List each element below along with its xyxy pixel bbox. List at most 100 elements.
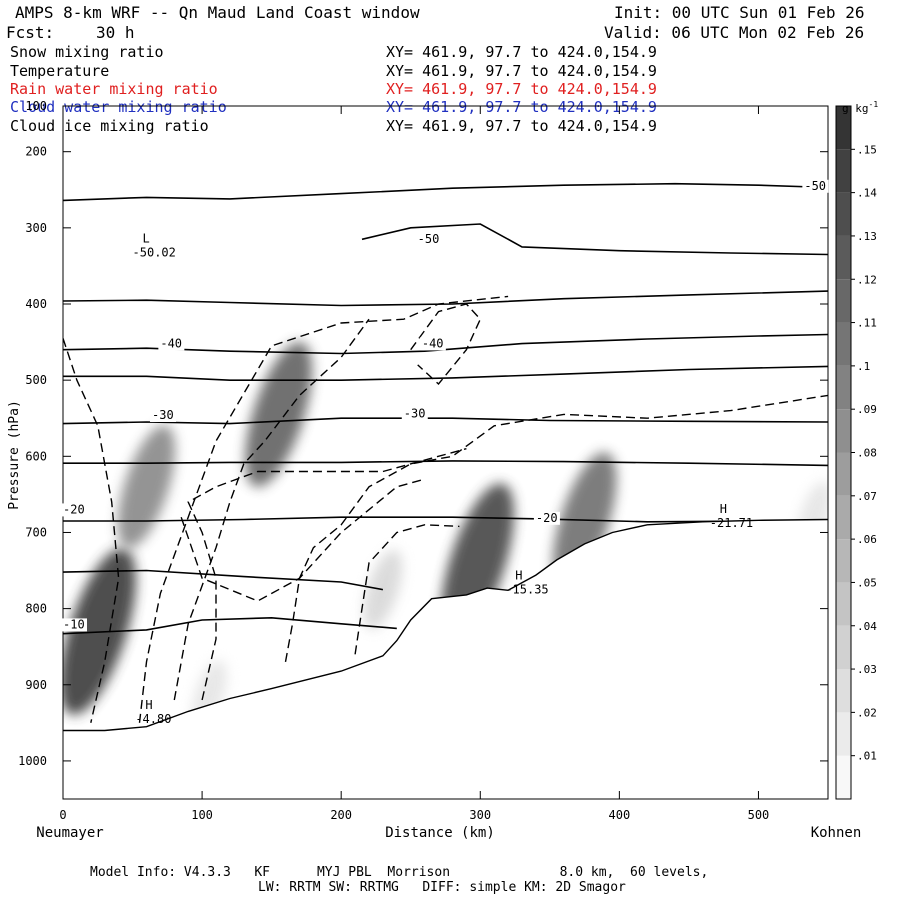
model-physics: LW: RRTM SW: RRTMG DIFF: simple KM: 2D S… [258,880,626,895]
colorbar-band [836,669,851,713]
colorbar-tick-label: .05 [857,576,877,589]
colorbar-tick-label: .09 [857,403,877,416]
colorbar-band [836,452,851,496]
isotherm-label-bg [802,179,829,193]
colorbar-band [836,539,851,583]
x-axis-title: Distance (km) [385,825,495,841]
forecast-label: Fcst: [6,23,55,42]
colorbar-band [836,106,851,150]
x-tick-label: 300 [469,808,491,822]
axis-ticks: 0 100 200 300 400 500 200 300 400 500 600 700 800 900… [18,99,828,822]
isotherm-label: -10 [63,617,85,631]
field-temperature-xy: XY= 461.9, 97.7 to 424.0,154.9 [386,62,657,80]
isotherm-label-bg [150,408,177,422]
init-time: Init: 00 UTC Sun 01 Feb 26 [614,3,865,22]
terrain-outline [63,518,828,799]
field-rain-xy: XY= 461.9, 97.7 to 424.0,154.9 [386,80,657,98]
colorbar-unit: g kg-1 [842,100,878,115]
y-axis-title: Pressure (hPa) [7,400,22,510]
colorbar-band [836,409,851,453]
extremum-H: H [145,698,152,712]
colorbar-band [836,365,851,410]
y-tick-label: 900 [25,678,47,692]
isotherm-label: -50 [418,232,440,246]
colorbar-band [836,582,851,626]
isotherm-4 [63,365,828,381]
isotherm-label-bg [533,511,560,525]
snow-max-2 [245,342,313,487]
isotherm-label: -20 [536,511,558,525]
colorbar-tick-label: .03 [857,663,877,676]
isotherm-label: -20 [63,502,85,516]
colorbar-band [836,625,851,670]
x-tick-label: 500 [748,808,770,822]
isotherm-label: -40 [160,336,182,350]
field-cloud-ice-xy: XY= 461.9, 97.7 to 424.0,154.9 [386,117,657,135]
terrain-mask [63,519,828,799]
colorbar-tick-label: .06 [857,533,877,546]
colorbar-band [836,322,851,366]
cloud-ice-contour-7 [410,303,482,386]
x-tick-label: 200 [330,808,352,822]
colorbar-tick-label: .1 [857,360,870,373]
snow-max-5 [363,549,403,630]
isotherm-label-bg [61,618,87,632]
colorbar-tick-label: .02 [857,706,877,719]
extremum-value: -50.02 [133,246,176,260]
colorbar-tick-label: .07 [857,490,877,503]
y-tick-label: 1000 [18,754,47,768]
valid-time: Valid: 06 UTC Mon 02 Feb 26 [604,23,865,42]
colorbar-band [836,192,851,236]
chart-title: AMPS 8-km WRF -- Qn Maud Land Coast wind… [15,3,420,22]
isotherm-5 [63,417,828,425]
isotherm-8 [63,569,384,591]
cloud-ice-contour-2 [173,318,370,701]
cloud-ice-contour-5 [284,394,828,663]
extremum-value: -15.35 [505,582,548,596]
field-cloud-water-label: Cloud water mixing ratio [10,98,227,116]
extremum-value: -21.71 [710,516,753,530]
forecast-hours: 30 h [96,23,135,42]
isotherm-label: -30 [404,406,426,420]
cloud-ice-contours [63,295,828,723]
snow-max-1 [117,425,176,549]
model-info: Model Info: V4.3.3 KF MYJ PBL Morrison 8… [90,865,709,880]
field-snow-label: Snow mixing ratio [10,43,164,61]
colorbar-band [836,279,851,323]
colorbar-tick-label: .04 [857,620,877,633]
isotherm-label: -40 [422,336,444,350]
isotherm-label-bg [419,337,446,351]
y-tick-label: 500 [25,373,47,387]
x-tick-label: 100 [191,808,213,822]
cloud-ice-contour-0 [63,338,120,723]
colorbar-tick-label: .14 [857,187,877,200]
cloud-ice-contour-4 [187,448,467,701]
colorbar: .01 .02 .03 .04 .05 .06 .07 .08 .09 .1 .11 .12 .13 .1… [835,105,877,800]
y-tick-label: 600 [25,449,47,463]
colorbar-band [836,495,851,540]
y-tick-label: 800 [25,602,47,616]
field-cloud-water-xy: XY= 461.9, 97.7 to 424.0,154.9 [386,98,657,116]
contour-labels: -50-50-40 -40-30 -30-20-20-10L-50.02H-4.80… [61,179,829,726]
y-tick-label: 300 [25,221,47,235]
isotherm-label-bg [61,503,87,517]
colorbar-tick-label: .01 [857,750,877,763]
colorbar-band [836,235,851,280]
x-left-station: Neumayer [36,825,103,841]
isotherm-label: -30 [152,408,174,422]
extremum-H: H [720,502,727,516]
colorbar-tick-label: .12 [857,273,877,286]
isotherm-label-bg [415,233,442,247]
x-right-station: Kohnen [811,825,862,841]
x-tick-label: 0 [59,808,66,822]
extremum-value: -4.80 [135,712,171,726]
y-tick-label: 200 [25,145,47,159]
x-tick-label: 400 [609,808,631,822]
field-rain-label: Rain water mixing ratio [10,80,218,98]
extremum-L: L [143,232,150,246]
colorbar-band [836,755,851,799]
colorbar-tick-label: .08 [857,447,877,460]
y-tick-label: 400 [25,297,47,311]
colorbar-band [836,712,851,756]
colorbar-tick-label: .13 [857,230,877,243]
